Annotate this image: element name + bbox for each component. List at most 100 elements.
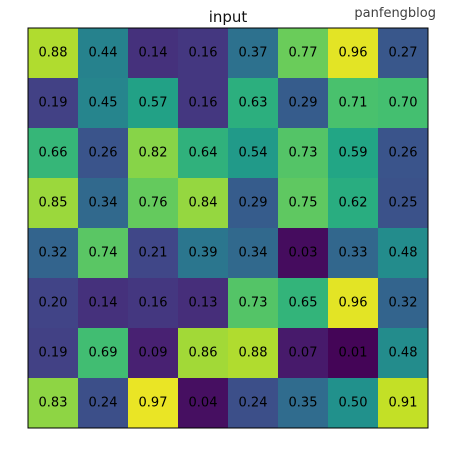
cell-value-label: 0.32	[389, 296, 418, 311]
cell-value-label: 0.37	[239, 46, 268, 61]
heatmap-cell	[328, 28, 379, 79]
cell-value-label: 0.34	[89, 196, 118, 211]
heatmap-cell	[328, 178, 379, 229]
heatmap-cell	[278, 328, 329, 379]
cell-value-label: 0.77	[289, 46, 318, 61]
heatmap-cell	[228, 328, 279, 379]
cell-value-label: 0.24	[239, 396, 268, 411]
cell-value-label: 0.74	[89, 246, 118, 261]
cell-value-label: 0.04	[189, 396, 218, 411]
heatmap-cell	[78, 78, 129, 129]
cell-value-label: 0.45	[89, 96, 118, 111]
cell-value-label: 0.34	[239, 246, 268, 261]
cell-value-label: 0.82	[139, 146, 168, 161]
heatmap-cell	[328, 378, 379, 429]
heatmap-cell	[328, 328, 379, 379]
heatmap-cell	[378, 178, 429, 229]
heatmap-cell	[328, 278, 379, 329]
heatmap-cell	[128, 78, 179, 129]
heatmap-cell	[328, 78, 379, 129]
heatmap-cell-labels: 0.88 0.44 0.14 0.16 0.37 0.77 0.96 0.27 0.19 0.45…	[39, 46, 418, 411]
cell-value-label: 0.71	[339, 96, 368, 111]
heatmap-cell	[278, 178, 329, 229]
cell-value-label: 0.64	[189, 146, 218, 161]
heatmap-cell	[228, 228, 279, 279]
heatmap-cell	[78, 28, 129, 79]
heatmap-cell	[228, 378, 279, 429]
cell-value-label: 0.59	[339, 146, 368, 161]
heatmap-cell	[228, 128, 279, 179]
cell-value-label: 0.96	[339, 46, 368, 61]
cell-value-label: 0.48	[389, 346, 418, 361]
heatmap-cell	[128, 28, 179, 79]
heatmap-cell	[278, 378, 329, 429]
heatmap-cell	[28, 378, 79, 429]
heatmap-cells	[28, 28, 429, 429]
heatmap-cell	[378, 78, 429, 129]
heatmap-cell	[228, 178, 279, 229]
heatmap-cell	[78, 328, 129, 379]
heatmap-cell	[178, 128, 229, 179]
cell-value-label: 0.24	[89, 396, 118, 411]
cell-value-label: 0.14	[89, 296, 118, 311]
heatmap-cell	[128, 378, 179, 429]
cell-value-label: 0.32	[39, 246, 68, 261]
cell-value-label: 0.21	[139, 246, 168, 261]
chart-title: input	[208, 8, 248, 26]
cell-value-label: 0.84	[189, 196, 218, 211]
cell-value-label: 0.07	[289, 346, 318, 361]
heatmap-cell	[28, 228, 79, 279]
cell-value-label: 0.20	[39, 296, 68, 311]
cell-value-label: 0.73	[239, 296, 268, 311]
heatmap-cell	[278, 78, 329, 129]
cell-value-label: 0.86	[189, 346, 218, 361]
cell-value-label: 0.88	[39, 46, 68, 61]
heatmap-cell	[128, 228, 179, 279]
heatmap-cell	[78, 278, 129, 329]
heatmap-cell	[128, 128, 179, 179]
cell-value-label: 0.44	[89, 46, 118, 61]
heatmap-cell	[28, 128, 79, 179]
heatmap-cell	[278, 228, 329, 279]
cell-value-label: 0.69	[89, 346, 118, 361]
heatmap-cell	[378, 328, 429, 379]
heatmap-cell	[278, 278, 329, 329]
cell-value-label: 0.25	[389, 196, 418, 211]
heatmap-cell	[228, 78, 279, 129]
heatmap-cell	[178, 378, 229, 429]
cell-value-label: 0.91	[389, 396, 418, 411]
cell-value-label: 0.70	[389, 96, 418, 111]
cell-value-label: 0.29	[239, 196, 268, 211]
cell-value-label: 0.16	[139, 296, 168, 311]
cell-value-label: 0.14	[139, 46, 168, 61]
heatmap-cell	[128, 178, 179, 229]
cell-value-label: 0.01	[339, 346, 368, 361]
cell-value-label: 0.39	[189, 246, 218, 261]
cell-value-label: 0.85	[39, 196, 68, 211]
heatmap-cell	[28, 28, 79, 79]
heatmap-cell	[178, 178, 229, 229]
cell-value-label: 0.19	[39, 346, 68, 361]
heatmap-cell	[378, 278, 429, 329]
heatmap-cell	[28, 178, 79, 229]
cell-value-label: 0.27	[389, 46, 418, 61]
heatmap-cell	[178, 328, 229, 379]
heatmap-cell	[378, 128, 429, 179]
cell-value-label: 0.96	[339, 296, 368, 311]
cell-value-label: 0.09	[139, 346, 168, 361]
heatmap-cell	[278, 128, 329, 179]
cell-value-label: 0.26	[89, 146, 118, 161]
heatmap-cell	[378, 28, 429, 79]
heatmap-cell	[78, 378, 129, 429]
cell-value-label: 0.65	[289, 296, 318, 311]
plot-frame	[27, 27, 429, 429]
cell-value-label: 0.16	[189, 96, 218, 111]
heatmap-cell	[278, 28, 329, 79]
heatmap-cell	[78, 228, 129, 279]
cell-value-label: 0.29	[289, 96, 318, 111]
heatmap-cell	[28, 328, 79, 379]
cell-value-label: 0.76	[139, 196, 168, 211]
cell-value-label: 0.88	[239, 346, 268, 361]
heatmap-cell	[178, 278, 229, 329]
cell-value-label: 0.75	[289, 196, 318, 211]
